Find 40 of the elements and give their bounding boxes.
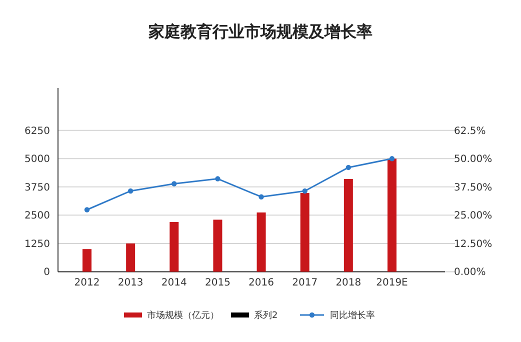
point [172, 181, 177, 186]
y2-tick-label: 12.50% [454, 238, 492, 250]
point [128, 188, 134, 194]
bar [213, 220, 222, 272]
y2-tick-label: 25.00% [454, 210, 492, 222]
bar [256, 212, 266, 272]
y-tick-label: 2500 [24, 210, 50, 222]
point [389, 156, 395, 162]
x-tick-label: 2013 [118, 278, 144, 289]
bar [344, 179, 353, 272]
bar [170, 222, 179, 272]
point [302, 188, 308, 194]
y-tick-label: 6250 [24, 126, 50, 137]
x-tick-label: 2012 [74, 278, 100, 289]
chart-title: 家庭教育行业市场规模及增长率 [148, 22, 372, 41]
bar [82, 249, 92, 272]
point [84, 207, 90, 212]
x-tick-label: 2015 [204, 278, 230, 289]
x-tick-label: 2018 [336, 278, 362, 289]
x-tick-label: 2019E [376, 278, 408, 289]
y-tick-label: 0 [44, 267, 50, 278]
x-tick-label: 2014 [161, 278, 187, 289]
legend-label: 市场规模（亿元） [147, 310, 219, 322]
y-tick-label: 5000 [24, 154, 50, 166]
x-tick-label: 2016 [248, 278, 274, 289]
bar [126, 243, 136, 272]
point [215, 176, 220, 182]
legend-label: 同比增长率 [330, 310, 375, 322]
point [258, 194, 264, 200]
bar [300, 193, 310, 272]
y2-tick-label: 0.00% [454, 267, 486, 278]
y-tick-label: 1250 [24, 238, 50, 250]
y2-tick-label: 37.50% [454, 182, 492, 194]
y2-tick-label: 62.5% [454, 126, 486, 137]
x-tick-label: 2017 [292, 278, 318, 289]
y2-tick-label: 50.00% [454, 154, 492, 166]
legend-label: 系列2 [254, 310, 278, 322]
bar [388, 158, 396, 272]
y-tick-label: 3750 [24, 182, 50, 194]
point [346, 164, 352, 170]
